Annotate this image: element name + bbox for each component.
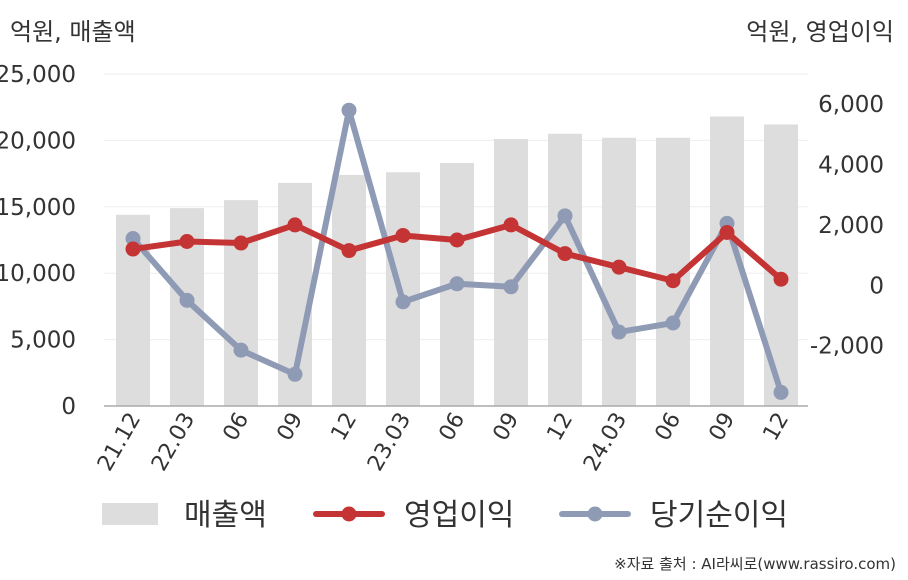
- operating-profit-point: [341, 243, 357, 259]
- y-right-tick-label: 6,000: [818, 92, 884, 118]
- operating-profit-point: [557, 246, 573, 262]
- y-left-tick-label: 20,000: [0, 128, 76, 154]
- x-category-label: 09: [705, 409, 741, 446]
- net-income-point: [179, 292, 195, 308]
- y-left-tick-label: 0: [61, 394, 76, 420]
- y-right-tick-label: 4,000: [818, 153, 884, 179]
- y-right-tick-label: 0: [869, 273, 884, 299]
- x-category-label: 21.12: [93, 409, 146, 476]
- y-right-tick-label: -2,000: [810, 334, 884, 360]
- operating-profit-point: [287, 217, 303, 233]
- y-left-tick-label: 15,000: [0, 195, 76, 221]
- net-income-point: [665, 315, 681, 331]
- net-income-point: [557, 208, 573, 224]
- profit-lines: [125, 102, 789, 400]
- legend: 매출액 영업이익 당기순이익: [102, 498, 788, 533]
- net-income-point: [449, 276, 465, 292]
- operating-profit-point: [611, 259, 627, 275]
- legend-operating-profit-marker: [341, 506, 357, 522]
- left-axis-unit: 억원, 매출액: [10, 18, 136, 46]
- x-category-label: 12: [543, 409, 579, 446]
- revenue-bar: [224, 200, 258, 406]
- x-category-label: 23.03: [363, 409, 416, 476]
- net-income-point: [341, 102, 357, 118]
- y-right-tick-label: 2,000: [818, 213, 884, 239]
- x-category-label: 24.03: [579, 409, 632, 476]
- net-income-point: [503, 279, 519, 295]
- right-axis-unit: 억원, 영업이익: [746, 18, 894, 46]
- y-left-tick-label: 5,000: [10, 328, 76, 354]
- x-category-label: 09: [489, 409, 525, 446]
- y-left-tick-label: 10,000: [0, 261, 76, 287]
- revenue-bar: [332, 174, 366, 406]
- x-category-label: 06: [219, 409, 255, 446]
- data-source: ※자료 출처 : AI라씨로(www.rassiro.com): [614, 555, 896, 573]
- x-category-label: 22.03: [147, 409, 200, 476]
- operating-profit-point: [233, 235, 249, 251]
- legend-operating-profit-label: 영업이익: [404, 498, 514, 533]
- revenue-bars: [116, 116, 798, 407]
- x-category-label: 09: [273, 409, 309, 446]
- x-category-label: 06: [651, 409, 687, 446]
- operating-profit-point: [719, 224, 735, 240]
- operating-profit-point: [665, 273, 681, 289]
- x-category-label: 12: [327, 409, 363, 446]
- net-income-point: [233, 342, 249, 358]
- revenue-bar: [548, 133, 582, 406]
- operating-profit-point: [179, 234, 195, 250]
- legend-net-income-marker: [587, 506, 603, 522]
- revenue-bar: [386, 172, 420, 406]
- x-category-label: 06: [435, 409, 471, 446]
- legend-revenue-swatch: [102, 503, 158, 525]
- operating-profit-point: [395, 227, 411, 243]
- net-income-point: [395, 294, 411, 310]
- operating-profit-point: [449, 232, 465, 248]
- operating-profit-point: [503, 217, 519, 233]
- operating-profit-point: [773, 271, 789, 287]
- y-left-tick-label: 25,000: [0, 62, 76, 88]
- operating-profit-point: [125, 241, 141, 257]
- net-income-point: [773, 384, 789, 400]
- net-income-point: [125, 230, 141, 246]
- x-category-label: 12: [759, 409, 795, 446]
- net-income-point: [611, 324, 627, 340]
- legend-net-income-label: 당기순이익: [650, 498, 788, 533]
- legend-revenue-label: 매출액: [184, 498, 267, 533]
- net-income-point: [287, 366, 303, 382]
